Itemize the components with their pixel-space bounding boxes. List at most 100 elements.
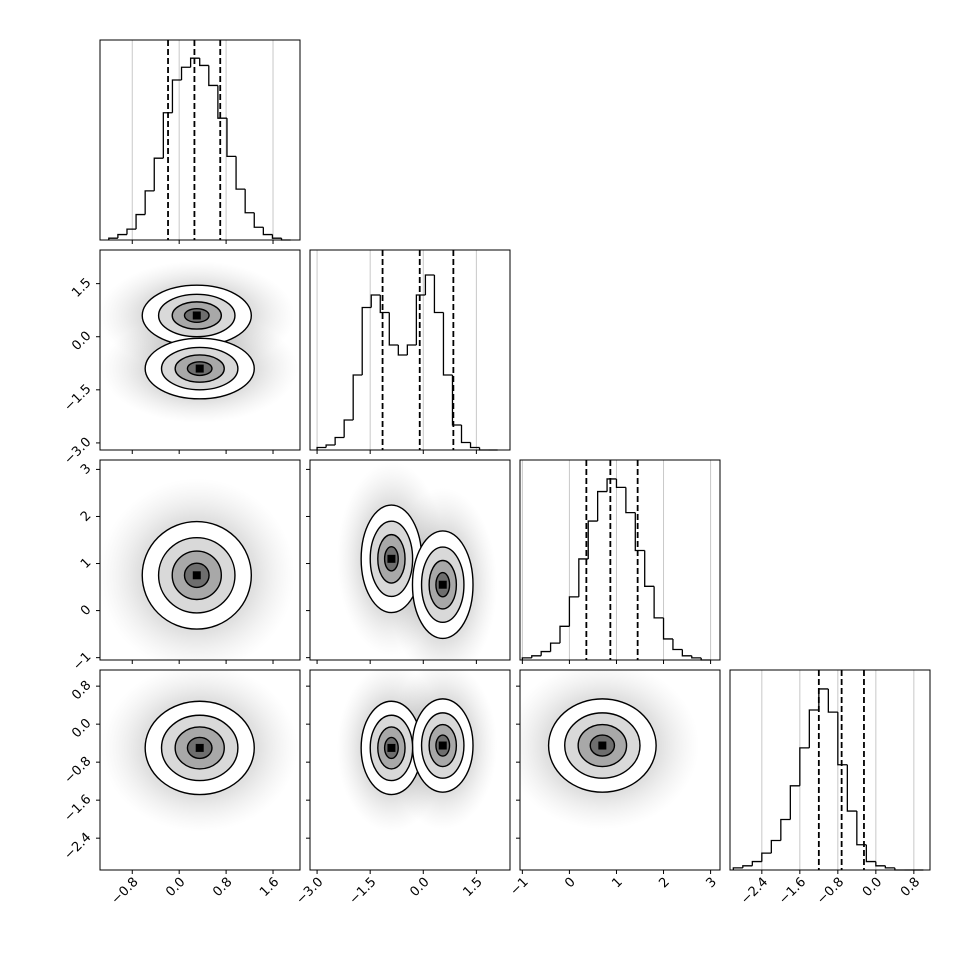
histogram-bin — [606, 478, 617, 492]
x-tick-label: 2 — [656, 875, 672, 891]
histogram-bin — [424, 274, 435, 295]
histogram-bin — [875, 861, 886, 867]
histogram-bin — [334, 436, 345, 445]
panel — [100, 478, 295, 660]
density-peak — [192, 571, 201, 580]
panel-frame — [99, 459, 301, 661]
panel — [100, 261, 298, 424]
panel-frame — [99, 249, 301, 451]
y-tick-label: −1.5 — [62, 382, 95, 415]
histogram-bin — [808, 709, 819, 748]
panel — [336, 670, 498, 832]
histogram-bin — [662, 617, 673, 640]
density-peak — [438, 580, 447, 589]
panel-frame — [99, 669, 301, 871]
histogram-bin — [226, 118, 237, 158]
x-tick-label: −0.8 — [109, 875, 142, 908]
panel — [520, 670, 700, 830]
x-tick-label: −1.5 — [347, 875, 380, 908]
histogram-bin — [442, 312, 453, 376]
histogram-bin — [531, 655, 542, 658]
histogram-bin — [865, 844, 876, 863]
x-tick-label: 1.5 — [460, 875, 485, 900]
histogram-bin — [153, 157, 164, 191]
panel-frame — [99, 39, 301, 241]
histogram-bin — [271, 234, 282, 239]
y-tick-label: 1 — [78, 555, 94, 571]
histogram-bin — [415, 294, 426, 345]
y-tick-label: −1.6 — [62, 792, 95, 825]
density-peak — [195, 364, 204, 373]
y-tick-label: 3 — [78, 461, 94, 477]
panel — [336, 462, 498, 660]
histogram-bin — [162, 112, 173, 159]
histogram-bin — [818, 688, 829, 710]
density-peak — [598, 741, 607, 750]
x-tick-label: 0.8 — [898, 875, 923, 900]
y-tick-label: 0.0 — [69, 329, 94, 354]
histogram-bin — [761, 852, 772, 862]
histogram-bin — [827, 688, 838, 713]
y-tick-label: 0 — [78, 602, 94, 618]
y-tick-label: 2 — [78, 508, 94, 524]
histogram-bin — [672, 638, 683, 651]
panel-frame — [309, 459, 511, 661]
histogram-bin — [653, 586, 664, 619]
histogram-bin — [780, 818, 791, 841]
histogram-bin — [615, 478, 626, 489]
histogram-bin — [587, 520, 598, 559]
histogram-bin — [799, 747, 810, 786]
x-tick-label: 0.0 — [163, 875, 188, 900]
histogram-bin — [352, 374, 363, 420]
density-peak — [438, 741, 447, 750]
y-tick-label: −0.8 — [62, 754, 95, 787]
x-tick-label: 0.0 — [860, 875, 885, 900]
histogram-bin — [144, 190, 155, 215]
histogram-bin — [549, 642, 560, 652]
histogram-bin — [884, 865, 895, 869]
y-tick-label: 0.0 — [69, 716, 94, 741]
x-tick-label: 3 — [703, 875, 719, 891]
histogram-bin — [126, 228, 137, 235]
histogram-bin — [388, 312, 399, 346]
histogram-bin — [578, 558, 589, 597]
histogram-bin — [208, 65, 218, 87]
histogram-bin — [742, 865, 753, 868]
histogram-bin — [316, 446, 327, 450]
histogram-bin — [644, 550, 655, 587]
x-tick-label: −1.6 — [776, 875, 809, 908]
x-tick-label: −3.0 — [293, 875, 326, 908]
x-tick-label: −2.4 — [738, 875, 771, 908]
panel-frame — [519, 669, 721, 871]
panel-frame — [309, 249, 511, 451]
histogram-bin — [108, 237, 118, 240]
histogram-bin — [370, 294, 381, 308]
histogram-bin — [568, 596, 579, 627]
histogram-bin — [837, 712, 848, 766]
histogram-bin — [253, 212, 264, 228]
histogram-bin — [540, 650, 551, 656]
y-tick-label: 0.8 — [69, 678, 94, 703]
x-tick-label: −0.8 — [814, 875, 847, 908]
density-peak — [387, 743, 396, 752]
x-tick-label: −1 — [507, 875, 531, 899]
histogram-bin — [135, 213, 146, 230]
histogram-bin — [397, 345, 408, 356]
histogram-bin — [189, 57, 200, 68]
histogram-bin — [325, 444, 336, 448]
y-tick-label: −1 — [70, 650, 94, 674]
histogram-bin — [235, 156, 246, 190]
histogram-bin — [379, 295, 390, 314]
histogram-bin — [469, 442, 480, 449]
histogram-bin — [171, 79, 182, 113]
histogram-bin — [634, 512, 645, 552]
histogram-bin — [244, 189, 255, 214]
histogram-bin — [856, 811, 867, 846]
histogram-bin — [406, 344, 417, 355]
histogram-bin — [770, 839, 781, 854]
x-tick-label: 1.6 — [257, 875, 282, 900]
histogram-bin — [521, 657, 532, 660]
histogram-bin — [262, 227, 273, 236]
